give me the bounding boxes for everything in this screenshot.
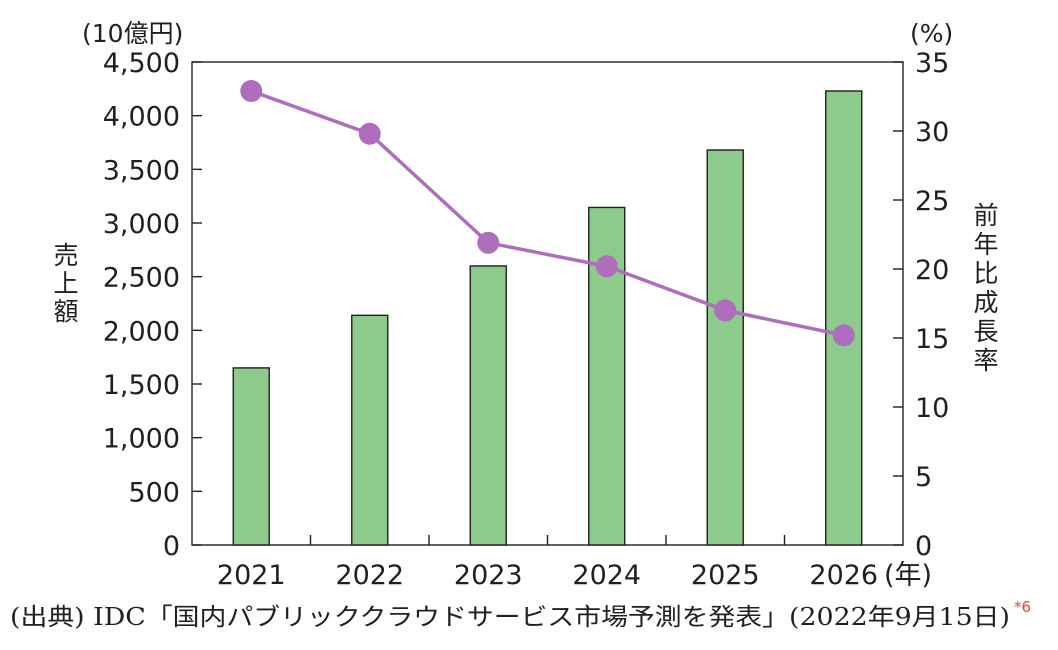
growth-point [595,255,618,278]
right-tick-label: 5 [915,462,932,493]
x-tick-label: 2021 [217,560,286,591]
x-tick-label: 2024 [572,560,641,591]
growth-point [477,231,500,254]
line-series [240,79,855,347]
left-tick-label: 0 [163,531,180,562]
right-tick-label: 15 [915,324,949,355]
right-tick-label: 0 [915,531,932,562]
right-tick-label: 35 [915,48,949,79]
growth-line [250,89,845,337]
axis-title-text: 売上額 [53,241,78,326]
right-tick-label: 20 [915,255,949,286]
growth-point [240,79,263,102]
plot-frame [191,61,904,546]
left-tick-label: 4,000 [103,102,180,133]
bar [825,90,863,546]
left-tick-label: 1,000 [103,424,180,455]
axis-title-text: 前年比成長率 [973,201,998,375]
left-axis-unit: (10億円) [82,19,183,48]
left-tick-label: 3,000 [103,209,180,240]
right-axis-unit: (%) [910,19,953,48]
x-tick-label: 2022 [335,560,404,591]
left-tick-label: 500 [128,477,180,508]
left-tick-label: 2,000 [103,316,180,347]
x-tick-label: 2023 [454,560,523,591]
growth-point [358,122,381,145]
left-axis-title: 売上額 [53,241,78,326]
bar-series [232,90,863,546]
source-text: (出典) IDC「国内パブリッククラウドサービス市場予測を発表」(2022年9月… [10,603,1010,631]
left-tick-label: 3,500 [103,155,180,186]
right-tick-label: 10 [915,393,949,424]
right-axis-title: 前年比成長率 [973,201,998,375]
left-tick-label: 4,500 [103,48,180,79]
growth-point [832,324,855,347]
bar [469,265,507,546]
right-tick-label: 25 [915,186,949,217]
x-tick-label: 2026 [809,560,878,591]
left-tick-label: 1,500 [103,370,180,401]
x-axis: 2021 2022 2023 2024 2025 2026 [217,535,878,591]
bar [232,367,270,546]
right-tick-label: 30 [915,117,949,148]
left-axis: 0 500 1,000 1,500 2,000 2,500 3,000 3,500 4,000 4… [103,48,202,562]
footnote-marker: *6 [1014,598,1031,616]
bar [706,149,744,546]
left-tick-label: 2,500 [103,263,180,294]
growth-point [714,299,737,322]
x-axis-unit: (年) [884,560,932,591]
right-axis: 0 5 10 15 20 25 30 35 [893,48,949,562]
bar [351,314,389,546]
x-tick-label: 2025 [691,560,760,591]
